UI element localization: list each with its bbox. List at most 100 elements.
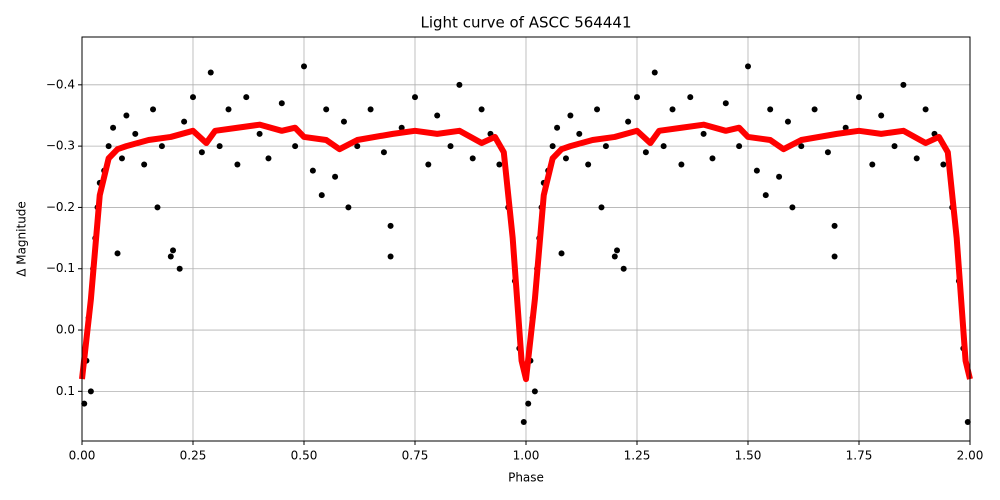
data-point <box>831 222 838 229</box>
data-point <box>81 400 88 407</box>
data-point <box>811 106 818 113</box>
data-point <box>176 265 183 272</box>
data-point <box>170 247 177 254</box>
data-point <box>525 400 532 407</box>
data-point <box>447 143 454 150</box>
x-tick-label: 1.75 <box>846 449 873 463</box>
data-point <box>380 149 387 156</box>
data-point <box>824 149 831 156</box>
x-tick-label: 1.50 <box>735 449 762 463</box>
data-point <box>913 155 920 162</box>
data-point <box>576 130 583 137</box>
data-point <box>158 143 165 150</box>
data-point <box>602 143 609 150</box>
data-point <box>554 124 561 131</box>
x-tick-label: 1.00 <box>513 449 540 463</box>
data-point <box>625 118 632 125</box>
data-point <box>856 94 862 101</box>
data-point <box>776 173 783 180</box>
data-point <box>198 149 205 156</box>
y-tick-label: −0.4 <box>46 77 75 91</box>
data-point <box>456 81 463 88</box>
data-point <box>265 155 272 162</box>
data-point <box>150 106 157 113</box>
data-point <box>660 143 667 150</box>
data-point <box>940 161 947 168</box>
data-point <box>798 143 805 150</box>
plot-frame <box>81 36 971 442</box>
x-tick-label: 0.75 <box>402 449 429 463</box>
data-point <box>387 222 394 229</box>
data-point <box>181 118 188 125</box>
data-point <box>243 94 250 101</box>
data-point <box>549 143 556 150</box>
y-axis-label: Δ Magnitude <box>15 201 29 277</box>
data-point <box>478 106 485 113</box>
data-point <box>567 112 574 119</box>
data-point <box>784 118 791 125</box>
chart-title: Light curve of ASCC 564441 <box>421 14 632 32</box>
data-point <box>900 81 907 88</box>
data-point <box>736 143 743 150</box>
data-point <box>651 69 658 76</box>
data-point <box>110 124 117 131</box>
data-point <box>620 265 627 272</box>
data-point <box>105 143 112 150</box>
data-point <box>745 63 751 70</box>
data-point <box>114 250 121 257</box>
data-point <box>123 112 130 119</box>
data-point <box>722 100 729 107</box>
y-tick-label: 0.1 <box>56 384 75 398</box>
data-point <box>345 204 352 211</box>
data-point <box>531 388 538 395</box>
data-point <box>585 161 592 168</box>
data-point <box>225 106 232 113</box>
data-point <box>634 94 640 101</box>
data-point <box>520 418 527 425</box>
data-point <box>425 161 432 168</box>
data-point <box>87 388 94 395</box>
data-point <box>678 161 685 168</box>
x-tick-label: 0.50 <box>291 449 318 463</box>
data-point <box>332 173 339 180</box>
data-point <box>964 418 971 425</box>
data-point <box>700 130 707 137</box>
data-point <box>762 192 769 199</box>
y-tick-label: 0.0 <box>56 323 75 337</box>
y-tick-label: −0.2 <box>46 200 75 214</box>
data-point <box>594 106 601 113</box>
data-point <box>167 253 174 260</box>
y-tick-label: −0.3 <box>46 139 75 153</box>
data-point <box>469 155 476 162</box>
data-point <box>132 130 139 137</box>
x-tick-label: 2.00 <box>957 449 984 463</box>
data-point <box>234 161 241 168</box>
data-point <box>922 106 929 113</box>
data-point <box>118 155 125 162</box>
data-point <box>292 143 299 150</box>
data-point <box>562 155 569 162</box>
data-point <box>367 106 374 113</box>
data-point <box>831 253 838 260</box>
data-point <box>767 106 774 113</box>
data-point <box>709 155 716 162</box>
data-point <box>340 118 347 125</box>
data-point <box>278 100 285 107</box>
data-point <box>687 94 694 101</box>
data-point <box>354 143 361 150</box>
x-tick-label: 1.25 <box>624 449 651 463</box>
data-point <box>878 112 885 119</box>
data-point <box>323 106 330 113</box>
data-point <box>598 204 605 211</box>
data-point <box>789 204 796 211</box>
data-point <box>496 161 503 168</box>
data-point <box>256 130 263 137</box>
data-point <box>842 124 849 131</box>
x-tick-label: 0.25 <box>180 449 207 463</box>
data-point <box>434 112 441 119</box>
data-point <box>611 253 618 260</box>
y-tick-label: −0.1 <box>46 261 75 275</box>
data-point <box>190 94 196 101</box>
